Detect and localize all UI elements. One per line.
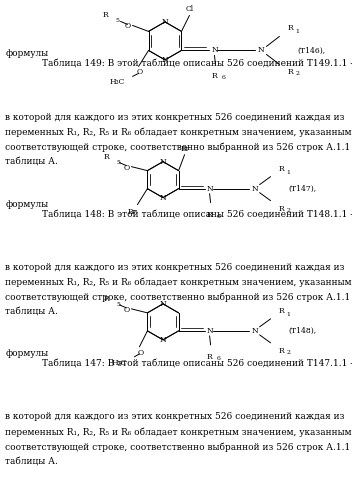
Text: N: N (159, 336, 166, 344)
Text: 1: 1 (295, 29, 300, 34)
Text: 5: 5 (115, 18, 120, 23)
Text: N: N (207, 327, 213, 335)
Text: 6: 6 (221, 75, 225, 80)
Text: Br: Br (127, 208, 137, 216)
Text: R: R (103, 295, 109, 303)
Text: 2: 2 (287, 208, 291, 213)
Text: переменных R₁, R₂, R₅ и R₆ обладает конкретным значением, указанным в: переменных R₁, R₂, R₅ и R₆ обладает конк… (5, 278, 352, 287)
Text: 6: 6 (216, 356, 220, 361)
Text: O: O (124, 22, 131, 30)
Text: 6: 6 (216, 214, 220, 219)
Text: Cl: Cl (186, 5, 194, 13)
Text: (T147),: (T147), (289, 185, 317, 193)
Text: переменных R₁, R₂, R₅ и R₆ обладает конкретным значением, указанным в: переменных R₁, R₂, R₅ и R₆ обладает конк… (5, 128, 352, 137)
Text: O: O (137, 68, 143, 76)
Text: Таблица 147: В этой таблице описаны 526 соединений Т147.1.1 - Т147.1.526: Таблица 147: В этой таблице описаны 526 … (42, 359, 352, 368)
Text: формулы: формулы (5, 49, 49, 58)
Text: таблицы А.: таблицы А. (5, 158, 58, 167)
Text: N: N (159, 194, 166, 202)
Text: (T146),: (T146), (297, 46, 326, 54)
Text: H₃C: H₃C (109, 78, 125, 86)
Text: в которой для каждого из этих конкретных 526 соединений каждая из: в которой для каждого из этих конкретных… (5, 113, 345, 122)
Text: R: R (288, 24, 293, 32)
Text: O: O (123, 306, 130, 314)
Text: формулы: формулы (5, 200, 49, 209)
Text: 2: 2 (295, 71, 300, 76)
Text: соответствующей строке, соответственно выбранной из 526 строк А.1.1 - А.1.526: соответствующей строке, соответственно в… (5, 143, 352, 152)
Text: R: R (278, 347, 284, 355)
Text: N: N (159, 300, 166, 308)
Text: соответствующей строке, соответственно выбранной из 526 строк А.1.1 - А.1.526: соответствующей строке, соответственно в… (5, 293, 352, 302)
Text: N: N (251, 185, 258, 193)
Text: O: O (137, 349, 144, 357)
Text: Br: Br (181, 145, 190, 153)
Text: 2: 2 (287, 350, 291, 355)
Text: в которой для каждого из этих конкретных 526 соединений каждая из: в которой для каждого из этих конкретных… (5, 412, 345, 421)
Text: R: R (207, 353, 212, 361)
Text: N: N (162, 56, 168, 64)
Text: формулы: формулы (5, 349, 49, 358)
Text: 1: 1 (287, 312, 291, 317)
Text: R: R (278, 205, 284, 213)
Text: соответствующей строке, соответственно выбранной из 526 строк А.1.1 - А.1.526: соответствующей строке, соответственно в… (5, 442, 352, 452)
Text: R: R (103, 11, 108, 19)
Text: таблицы А.: таблицы А. (5, 308, 58, 317)
Text: N: N (212, 46, 218, 54)
Text: R: R (278, 307, 284, 315)
Text: N: N (251, 327, 258, 335)
Text: переменных R₁, R₂, R₅ и R₆ обладает конкретным значением, указанным в: переменных R₁, R₂, R₅ и R₆ обладает конк… (5, 427, 352, 437)
Text: 5: 5 (117, 160, 120, 165)
Text: Таблица 149: В этой таблице описаны 526 соединений Т149.1.1 - Т149.1.526: Таблица 149: В этой таблице описаны 526 … (42, 59, 352, 68)
Text: Таблица 148: В этой таблице описаны 526 соединений Т148.1.1 - Т148.1.526: Таблица 148: В этой таблице описаны 526 … (42, 210, 352, 219)
Text: R: R (212, 72, 217, 80)
Text: R: R (288, 68, 293, 76)
Text: таблицы А.: таблицы А. (5, 457, 58, 466)
Text: R: R (207, 211, 212, 219)
Text: H₃C: H₃C (112, 359, 127, 367)
Text: N: N (258, 46, 265, 54)
Text: 1: 1 (287, 170, 291, 175)
Text: O: O (123, 164, 130, 172)
Text: в которой для каждого из этих конкретных 526 соединений каждая из: в которой для каждого из этих конкретных… (5, 263, 345, 272)
Text: R: R (278, 165, 284, 173)
Text: N: N (207, 185, 213, 193)
Text: R: R (103, 153, 109, 161)
Text: N: N (159, 158, 166, 166)
Text: 5: 5 (117, 302, 120, 307)
Text: N: N (162, 18, 168, 26)
Text: (T148),: (T148), (289, 327, 317, 335)
